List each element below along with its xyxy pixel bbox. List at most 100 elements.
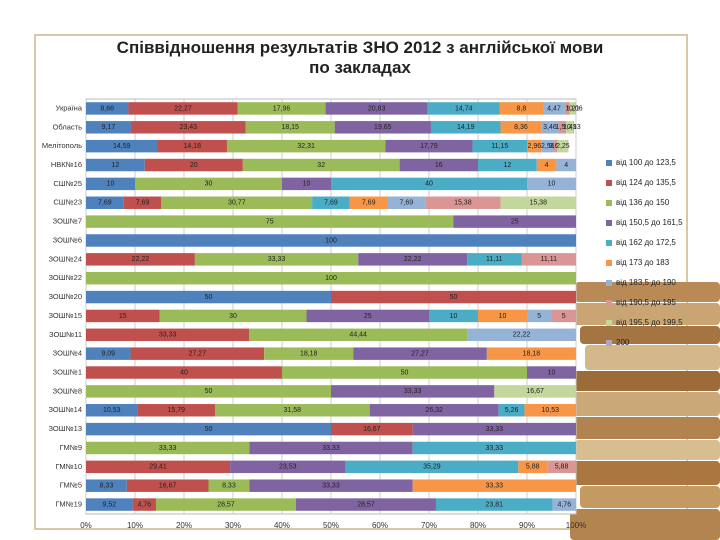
bar-segment bbox=[86, 290, 331, 304]
data-label: 7,69 bbox=[98, 200, 112, 207]
bar-segment bbox=[552, 498, 576, 511]
bar-segment bbox=[524, 404, 577, 417]
bar-segment bbox=[86, 309, 160, 323]
bar-segment bbox=[86, 347, 131, 360]
data-label: 14,59 bbox=[113, 143, 131, 150]
bar-segment bbox=[331, 290, 576, 304]
bar-segment bbox=[554, 139, 558, 153]
y-tick-label: ГМ№5 bbox=[60, 481, 82, 490]
x-tick-label: 90% bbox=[519, 521, 535, 530]
data-label: 3,46 bbox=[543, 124, 557, 131]
data-label: 4,76 bbox=[557, 501, 571, 508]
bar-segment bbox=[453, 215, 576, 228]
y-tick-label: СШ№23 bbox=[53, 198, 82, 207]
bar-segment bbox=[478, 309, 527, 323]
data-label: 19,65 bbox=[374, 124, 392, 131]
legend-marker bbox=[606, 240, 612, 246]
data-label: 15,79 bbox=[168, 407, 186, 414]
bar-segment bbox=[86, 121, 131, 134]
bar-segment bbox=[527, 366, 576, 379]
bar-segment bbox=[399, 158, 478, 172]
bar-segment bbox=[500, 196, 576, 209]
data-label: 27,27 bbox=[189, 351, 207, 358]
data-label: 14,74 bbox=[455, 105, 473, 112]
y-tick-label: ЗОШ№20 bbox=[48, 292, 82, 301]
bar-segment bbox=[264, 347, 354, 360]
x-tick-label: 60% bbox=[372, 521, 388, 530]
bar-segment bbox=[334, 121, 431, 134]
data-label: 50 bbox=[205, 294, 213, 301]
y-tick-label: ЗОШ№4 bbox=[53, 349, 82, 358]
data-label: 12 bbox=[112, 162, 120, 169]
bar-segment bbox=[245, 121, 335, 134]
bar-segment bbox=[429, 309, 478, 323]
data-label: 22,27 bbox=[174, 105, 192, 112]
data-label: 10,53 bbox=[103, 407, 121, 414]
bar-segment bbox=[86, 215, 454, 228]
data-label: 8,8 bbox=[517, 105, 527, 112]
bar-segment bbox=[155, 498, 296, 511]
bar-segment bbox=[86, 385, 331, 398]
bar-segment bbox=[435, 498, 553, 511]
legend-label: від 124 до 135,5 bbox=[616, 178, 676, 187]
data-label: 2,96 bbox=[528, 143, 542, 150]
bar-segment bbox=[551, 309, 576, 323]
bar-segment bbox=[478, 158, 537, 172]
data-label: 11,11 bbox=[540, 256, 557, 263]
y-tick-label: ЗОШ№22 bbox=[48, 273, 82, 282]
bar-segment bbox=[86, 139, 158, 153]
data-label: 10 bbox=[548, 181, 556, 188]
legend-label: 200 bbox=[616, 338, 630, 347]
bar-segment bbox=[573, 121, 575, 134]
bar-segment bbox=[500, 121, 542, 134]
bar-segment bbox=[242, 158, 400, 172]
bar-segment bbox=[144, 158, 243, 172]
data-label: 30 bbox=[229, 313, 237, 320]
bar-segment bbox=[472, 139, 528, 153]
bar-segment bbox=[412, 422, 576, 436]
data-label: 32 bbox=[317, 162, 325, 169]
data-label: 4,76 bbox=[137, 501, 151, 508]
x-tick-label: 40% bbox=[274, 521, 290, 530]
data-label: 8,66 bbox=[100, 105, 114, 112]
x-tick-label: 30% bbox=[225, 521, 241, 530]
data-label: 5 bbox=[562, 313, 566, 320]
bar-segment bbox=[527, 177, 576, 191]
data-label: 7,69 bbox=[324, 200, 338, 207]
data-label: 7,69 bbox=[136, 200, 150, 207]
data-label: 33,33 bbox=[322, 483, 340, 490]
y-tick-label: НВК№16 bbox=[51, 160, 82, 169]
data-label: 17,79 bbox=[420, 143, 438, 150]
data-label: 25 bbox=[364, 313, 372, 320]
data-label: 0,13 bbox=[567, 124, 581, 131]
bar-segment bbox=[306, 309, 429, 323]
legend-label: від 195,5 до 199,5 bbox=[616, 318, 683, 327]
data-label: 15,38 bbox=[454, 200, 472, 207]
y-tick-label: ГМ№10 bbox=[55, 462, 82, 471]
data-label: 7,69 bbox=[362, 200, 376, 207]
bar-segment bbox=[237, 102, 326, 115]
data-label: 33,33 bbox=[486, 445, 504, 452]
bar-segment bbox=[86, 328, 250, 342]
bar-segment bbox=[331, 385, 495, 398]
bar-segment bbox=[86, 366, 282, 379]
bar-segment bbox=[208, 479, 250, 492]
data-label: 33,33 bbox=[159, 445, 177, 452]
data-label: 50 bbox=[450, 294, 458, 301]
legend-label: від 183,5 до 190 bbox=[616, 278, 676, 287]
bar-segment bbox=[518, 460, 548, 474]
data-label: 75 bbox=[266, 218, 274, 225]
data-label: 0,06 bbox=[569, 105, 583, 112]
legend-marker bbox=[606, 200, 612, 206]
data-label: 2,56 bbox=[541, 143, 555, 150]
legend-label: від 173 до 183 bbox=[616, 258, 670, 267]
data-label: 23,43 bbox=[180, 124, 198, 131]
data-label: 33,33 bbox=[486, 426, 504, 433]
bar-segment bbox=[161, 196, 313, 209]
x-tick-label: 70% bbox=[421, 521, 437, 530]
data-label: 2,25 bbox=[556, 143, 570, 150]
legend-marker bbox=[606, 340, 612, 346]
legend-marker bbox=[606, 220, 612, 226]
bar-segment bbox=[135, 177, 282, 191]
